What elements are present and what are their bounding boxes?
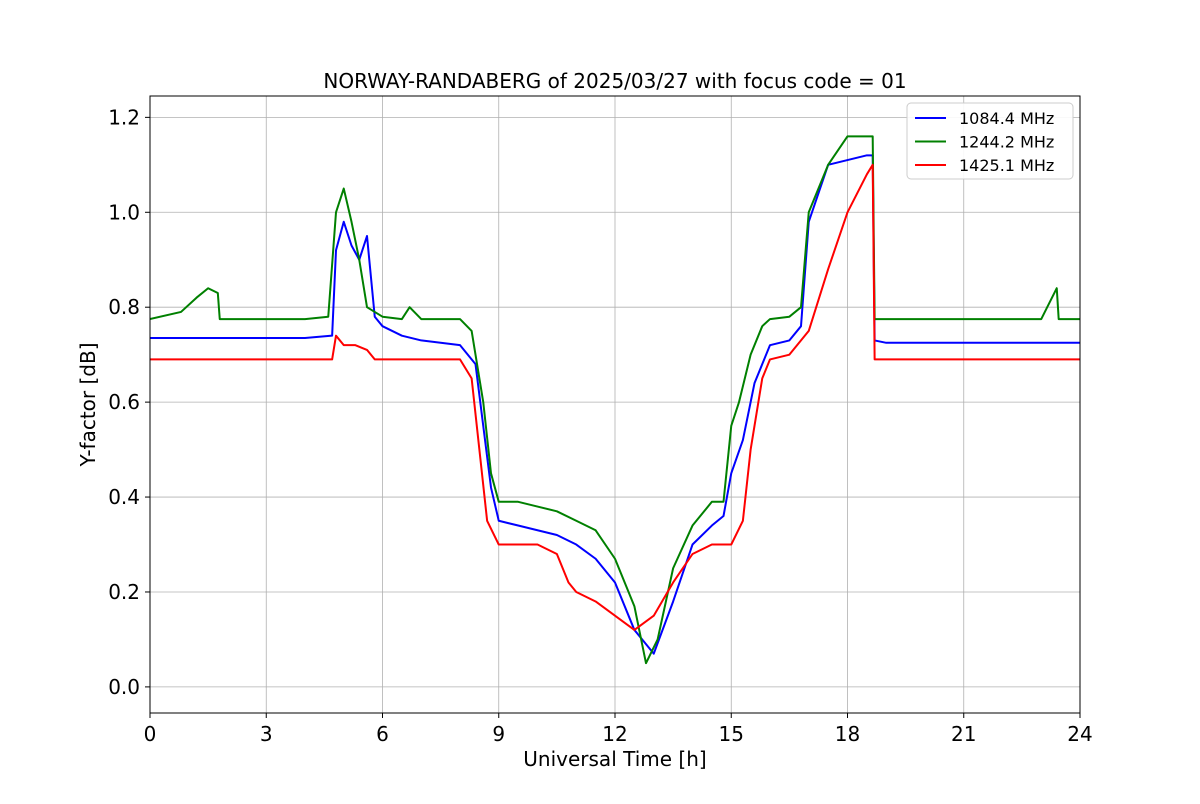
legend-label: 1084.4 MHz <box>959 109 1054 128</box>
x-tick-label: 15 <box>719 722 744 746</box>
x-tick-label: 9 <box>492 722 505 746</box>
ticks: 0 3 6 9 12 15 18 21 24 0.0 0.2 0.4 0.6 0.8 1.0 1.2 <box>108 105 1093 746</box>
legend-box <box>906 102 1074 180</box>
y-axis-label: Y-factor [dB] <box>76 342 100 467</box>
series-line-2 <box>150 135 1080 665</box>
x-tick-label: 3 <box>260 722 273 746</box>
series-line-3 <box>150 163 1080 631</box>
x-tick-label: 21 <box>951 722 976 746</box>
legend-items: 1084.4 MHz 1244.2 MHz 1425.1 MHz <box>915 109 1054 175</box>
y-tick-label: 0.6 <box>108 390 140 414</box>
x-axis-label: Universal Time [h] <box>523 747 706 771</box>
series-group <box>150 135 1080 665</box>
y-tick-label: 0.0 <box>108 675 140 699</box>
x-tick-label: 24 <box>1067 722 1092 746</box>
series-line-1 <box>150 154 1080 655</box>
x-tick-label: 12 <box>602 722 627 746</box>
legend-label: 1425.1 MHz <box>959 156 1054 175</box>
y-tick-label: 0.8 <box>108 295 140 319</box>
x-tick-label: 6 <box>376 722 389 746</box>
x-tick-label: 18 <box>835 722 860 746</box>
y-tick-label: 1.2 <box>108 105 140 129</box>
legend: 1084.4 MHz 1244.2 MHz 1425.1 MHz <box>906 102 1074 180</box>
y-tick-label: 0.4 <box>108 485 140 509</box>
x-tick-label: 0 <box>144 722 157 746</box>
y-tick-label: 1.0 <box>108 200 140 224</box>
y-tick-label: 0.2 <box>108 580 140 604</box>
chart-title: NORWAY-RANDABERG of 2025/03/27 with focu… <box>323 69 906 93</box>
legend-label: 1244.2 MHz <box>959 133 1054 152</box>
